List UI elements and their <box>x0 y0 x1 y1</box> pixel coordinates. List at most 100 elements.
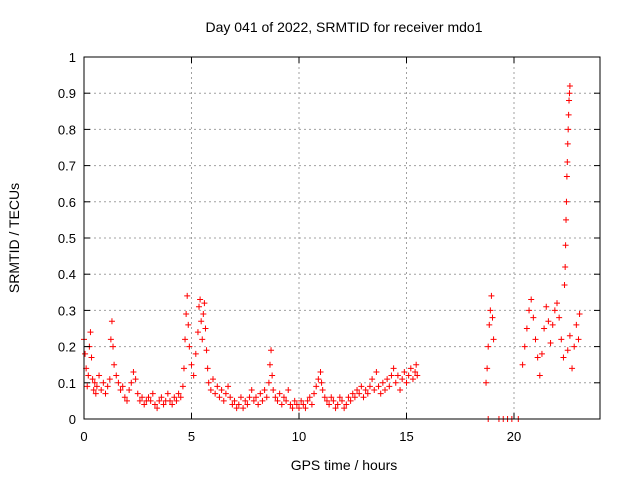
data-point <box>298 397 305 404</box>
data-point <box>216 394 223 401</box>
data-point <box>182 336 189 343</box>
data-point <box>556 314 563 321</box>
data-point <box>330 397 337 404</box>
data-point <box>379 379 386 386</box>
data-point <box>278 401 285 408</box>
data-point <box>255 401 262 408</box>
data-point <box>541 325 548 332</box>
data-point <box>134 390 141 397</box>
data-point <box>220 397 227 404</box>
data-point <box>201 300 208 307</box>
data-point <box>184 292 191 299</box>
data-point <box>566 82 573 89</box>
data-point <box>100 379 107 386</box>
data-point <box>227 394 234 401</box>
data-point <box>204 365 211 372</box>
data-point <box>563 173 570 180</box>
x-tick-label: 20 <box>507 429 521 444</box>
data-point <box>366 383 373 390</box>
data-point <box>210 376 216 383</box>
data-point <box>356 390 363 397</box>
grid-lines <box>84 57 600 419</box>
data-point <box>246 394 253 401</box>
data-point <box>225 383 232 390</box>
data-point <box>401 368 408 375</box>
data-point <box>113 372 120 379</box>
data-point <box>276 390 283 397</box>
data-point <box>490 336 497 343</box>
chart-title: Day 041 of 2022, SRMTID for receiver mdo… <box>205 19 482 35</box>
data-point <box>192 350 199 357</box>
data-point <box>205 379 212 386</box>
y-tick-label: 0.8 <box>58 122 76 137</box>
data-point <box>270 387 277 394</box>
data-point <box>341 405 348 412</box>
data-point <box>313 383 320 390</box>
data-point <box>240 405 247 412</box>
data-point <box>194 329 201 336</box>
data-point <box>551 307 558 314</box>
data-point <box>235 401 242 408</box>
data-points <box>81 82 583 422</box>
data-point <box>115 379 122 386</box>
data-point <box>347 397 354 404</box>
data-point <box>85 372 92 379</box>
data-point <box>132 376 139 383</box>
data-point <box>302 405 309 412</box>
data-point <box>315 376 322 383</box>
data-point <box>183 311 190 318</box>
y-tick-label: 0.1 <box>58 376 76 391</box>
data-point <box>306 394 313 401</box>
data-point <box>317 368 324 375</box>
data-point <box>354 387 361 394</box>
data-point <box>382 387 388 394</box>
data-point <box>198 318 205 325</box>
data-point <box>250 397 257 404</box>
data-point <box>190 372 197 379</box>
data-point <box>248 387 255 394</box>
data-point <box>147 397 154 404</box>
data-point <box>92 390 99 397</box>
y-tick-label: 0.6 <box>58 195 76 210</box>
data-point <box>323 397 330 404</box>
data-point <box>202 325 209 332</box>
data-point <box>489 314 496 321</box>
data-point <box>566 97 573 104</box>
data-point <box>126 387 133 394</box>
data-point <box>412 368 419 375</box>
data-point <box>328 394 335 401</box>
data-point <box>364 390 371 397</box>
data-point <box>336 394 343 401</box>
data-point <box>409 376 416 383</box>
x-tick-label: 15 <box>399 429 413 444</box>
y-tick-label: 0.2 <box>58 340 76 355</box>
data-point <box>151 401 158 408</box>
data-point <box>173 397 180 404</box>
data-point <box>111 361 118 368</box>
data-point <box>414 372 421 379</box>
data-point <box>371 387 378 394</box>
data-point <box>334 401 341 408</box>
data-point <box>93 383 100 390</box>
data-point <box>87 329 94 336</box>
data-point <box>536 372 543 379</box>
data-point <box>488 292 495 299</box>
data-point <box>538 350 545 357</box>
data-point <box>149 390 156 397</box>
data-point <box>360 394 367 401</box>
data-point <box>98 387 105 394</box>
data-point <box>108 318 115 325</box>
data-point <box>486 321 493 328</box>
data-point <box>104 383 111 390</box>
data-point <box>88 354 95 361</box>
data-point <box>128 379 135 386</box>
data-point <box>244 401 251 408</box>
data-point <box>196 303 203 310</box>
data-point <box>222 390 229 397</box>
data-point <box>175 390 182 397</box>
data-point <box>562 263 569 270</box>
data-point <box>233 405 240 412</box>
data-point <box>563 216 570 223</box>
data-point <box>265 379 272 386</box>
data-point <box>483 379 490 386</box>
